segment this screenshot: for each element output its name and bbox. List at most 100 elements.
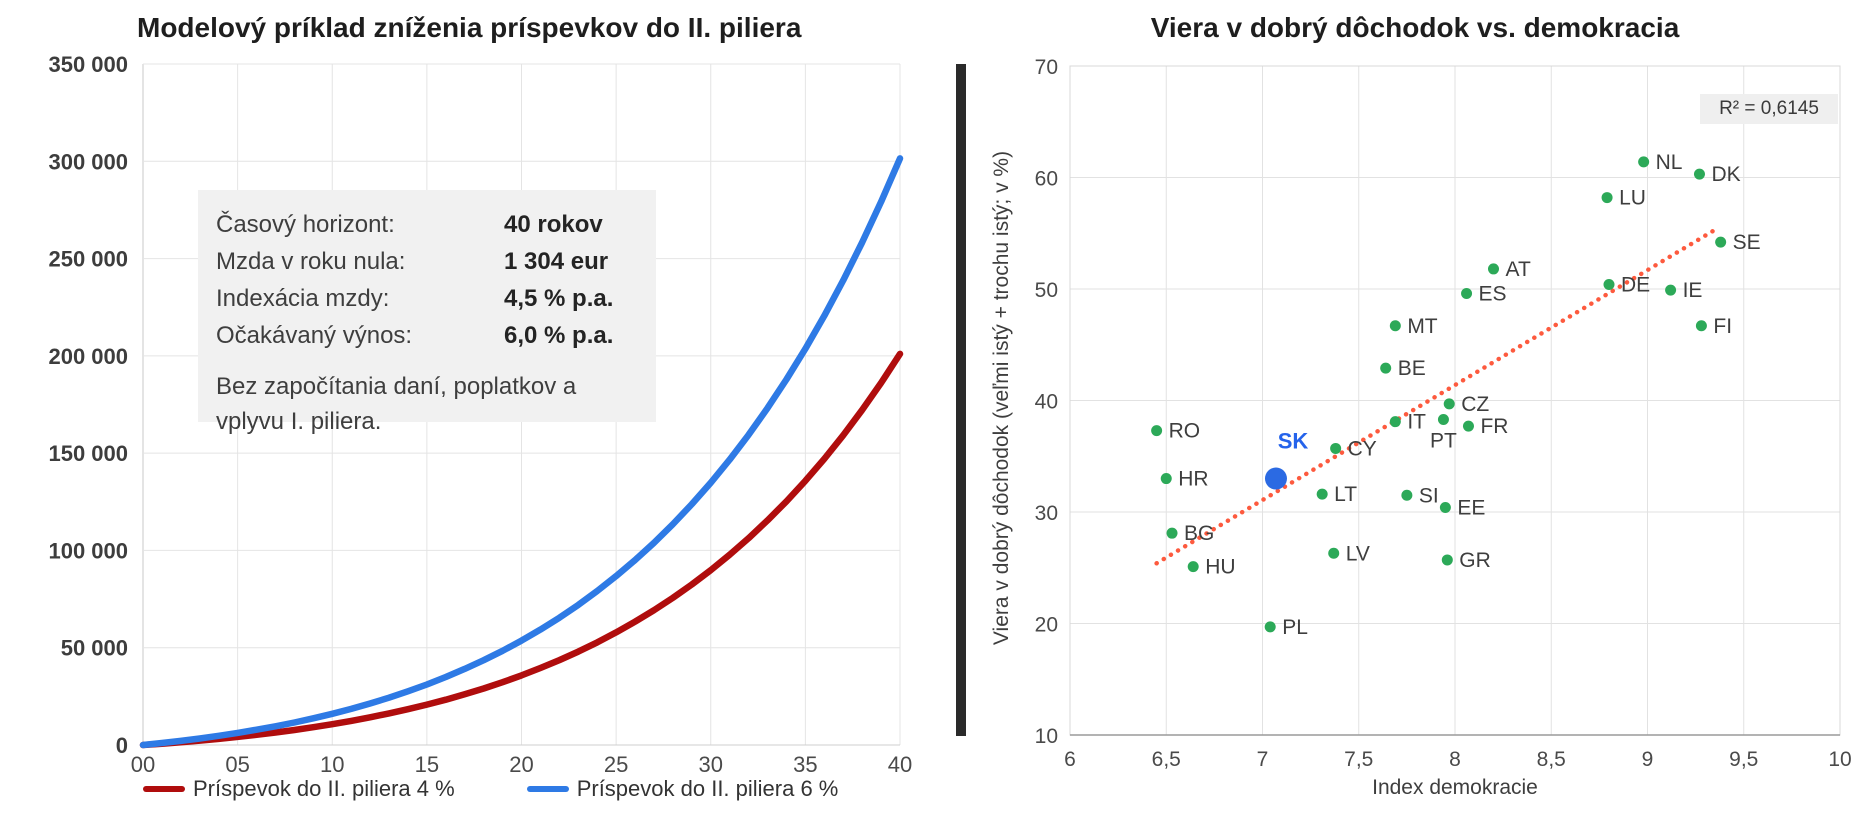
scatter-point-label-DK: DK bbox=[1711, 163, 1740, 186]
scatter-point-label-RO: RO bbox=[1169, 420, 1201, 443]
line-chart-y-tick-label: 100 000 bbox=[48, 538, 128, 563]
line-chart-y-tick-label: 150 000 bbox=[48, 441, 128, 466]
line-chart-x-tick-label: 25 bbox=[604, 752, 628, 777]
legend-label: Príspevok do II. piliera 6 % bbox=[576, 776, 839, 801]
scatter-point-label-IT: IT bbox=[1407, 411, 1426, 434]
line-chart-y-tick-label: 250 000 bbox=[48, 247, 128, 272]
line-chart-x-tick-label: 00 bbox=[131, 752, 155, 777]
scatter-point-label-HR: HR bbox=[1178, 468, 1208, 491]
line-chart-x-tick-label: 05 bbox=[225, 752, 249, 777]
scatter-point-MT[interactable] bbox=[1389, 320, 1401, 332]
scatter-point-EE[interactable] bbox=[1439, 502, 1451, 514]
scatter-point-label-FI: FI bbox=[1713, 315, 1732, 338]
legend-label: Príspevok do II. piliera 4 % bbox=[193, 776, 455, 801]
legend-swatch-red-line bbox=[143, 786, 185, 792]
scatter-point-ES[interactable] bbox=[1461, 287, 1473, 299]
assumption-value: 6,0 % p.a. bbox=[504, 322, 614, 349]
scatter-point-label-GR: GR bbox=[1459, 549, 1491, 572]
scatter-point-IE[interactable] bbox=[1665, 284, 1677, 296]
scatter-point-BE[interactable] bbox=[1380, 362, 1392, 374]
scatter-x-tick-label: 7 bbox=[1257, 748, 1269, 771]
line-chart-y-tick-label: 200 000 bbox=[48, 344, 128, 369]
assumption-value: 40 rokov bbox=[504, 211, 603, 238]
scatter-point-IT[interactable] bbox=[1389, 416, 1401, 428]
assumption-row: Mzda v roku nula: 1 304 eur bbox=[216, 243, 656, 280]
right-chart-title: Viera v dobrý dôchodok vs. demokracia bbox=[1150, 12, 1680, 43]
assumption-row: Očakávaný výnos: 6,0 % p.a. bbox=[216, 317, 656, 354]
scatter-y-tick-label: 50 bbox=[1035, 279, 1058, 302]
scatter-point-CY[interactable] bbox=[1330, 442, 1342, 454]
series-curve-6pct[interactable] bbox=[139, 155, 904, 749]
assumption-value: 4,5 % p.a. bbox=[504, 285, 614, 312]
scatter-y-tick-label: 10 bbox=[1035, 725, 1058, 748]
scatter-point-LV[interactable] bbox=[1328, 547, 1340, 559]
scatter-point-label-BG: BG bbox=[1184, 522, 1214, 545]
assumption-label: Časový horizont: bbox=[216, 211, 395, 238]
scatter-point-label-IE: IE bbox=[1683, 279, 1703, 302]
scatter-y-axis-label: Viera v dobrý dôchodok (veľmi istý + tro… bbox=[990, 150, 1013, 646]
scatter-point-label-DE: DE bbox=[1621, 274, 1650, 297]
scatter-point-FR[interactable] bbox=[1462, 420, 1474, 432]
scatter-point-NL[interactable] bbox=[1638, 156, 1650, 168]
scatter-point-label-LU: LU bbox=[1619, 187, 1646, 210]
legend-item-4pct: Príspevok do II. piliera 4 % bbox=[143, 776, 455, 802]
left-chart-title: Modelový príklad zníženia príspevkov do … bbox=[137, 12, 802, 43]
scatter-point-FI[interactable] bbox=[1695, 320, 1707, 332]
scatter-point-DE[interactable] bbox=[1603, 279, 1615, 291]
scatter-x-tick-label: 9,5 bbox=[1729, 748, 1758, 771]
scatter-x-tick-label: 10 bbox=[1828, 748, 1851, 771]
line-chart-x-tick-label: 35 bbox=[793, 752, 817, 777]
scatter-y-tick-label: 60 bbox=[1035, 168, 1058, 191]
legend-swatch-blue-line bbox=[526, 786, 569, 792]
scatter-point-PL[interactable] bbox=[1264, 621, 1276, 633]
scatter-point-label-SI: SI bbox=[1419, 484, 1439, 507]
scatter-point-label-CY: CY bbox=[1348, 437, 1377, 460]
scatter-point-label-MT: MT bbox=[1407, 315, 1437, 338]
r-squared-badge: R² = 0,6145 bbox=[1700, 94, 1838, 124]
scatter-x-tick-label: 6 bbox=[1064, 748, 1076, 771]
scatter-point-label-NL: NL bbox=[1656, 151, 1683, 174]
series-curve-4pct[interactable] bbox=[139, 350, 904, 749]
scatter-point-RO[interactable] bbox=[1151, 425, 1163, 437]
scatter-point-label-PT: PT bbox=[1430, 429, 1457, 452]
scatter-point-HR[interactable] bbox=[1160, 473, 1172, 485]
scatter-point-LU[interactable] bbox=[1601, 192, 1613, 204]
assumption-row: Indexácia mzdy: 4,5 % p.a. bbox=[216, 280, 656, 317]
scatter-point-SK[interactable] bbox=[1264, 467, 1287, 490]
line-chart-y-tick-label: 300 000 bbox=[48, 149, 128, 174]
scatter-point-label-ES: ES bbox=[1479, 282, 1507, 305]
scatter-x-tick-label: 7,5 bbox=[1344, 748, 1373, 771]
line-chart-y-tick-label: 50 000 bbox=[61, 636, 128, 661]
scatter-y-tick-label: 70 bbox=[1035, 56, 1058, 79]
assumptions-note-line: Bez započítania daní, poplatkov a bbox=[216, 373, 577, 400]
scatter-point-SI[interactable] bbox=[1401, 489, 1413, 501]
assumption-label: Očakávaný výnos: bbox=[216, 322, 413, 349]
scatter-point-SE[interactable] bbox=[1715, 236, 1727, 248]
scatter-point-AT[interactable] bbox=[1488, 263, 1499, 275]
scatter-x-tick-label: 8,5 bbox=[1537, 748, 1566, 771]
scatter-point-PT[interactable] bbox=[1437, 413, 1449, 425]
scatter-point-label-EE: EE bbox=[1457, 497, 1485, 520]
assumptions-box: Časový horizont: 40 rokov Mzda v roku nu… bbox=[198, 190, 656, 435]
line-chart-x-tick-label: 30 bbox=[699, 752, 723, 777]
scatter-point-DK[interactable] bbox=[1693, 168, 1705, 180]
scatter-point-GR[interactable] bbox=[1441, 554, 1453, 566]
scatter-point-HU[interactable] bbox=[1187, 561, 1199, 573]
scatter-x-axis-label: Index demokracie bbox=[1372, 776, 1538, 799]
scatter-point-CZ[interactable] bbox=[1443, 398, 1455, 410]
assumption-label: Mzda v roku nula: bbox=[216, 248, 406, 275]
assumption-value: 1 304 eur bbox=[504, 248, 609, 275]
scatter-point-BG[interactable] bbox=[1166, 527, 1178, 539]
legend-item-6pct: Príspevok do II. piliera 6 % bbox=[526, 776, 839, 802]
scatter-y-tick-label: 30 bbox=[1035, 502, 1058, 525]
assumptions-note-line: vplyvu I. piliera. bbox=[216, 408, 382, 435]
assumption-label: Indexácia mzdy: bbox=[216, 285, 390, 312]
scatter-point-label-AT: AT bbox=[1506, 258, 1531, 281]
scatter-point-LT[interactable] bbox=[1316, 488, 1328, 500]
trendline bbox=[1154, 228, 1716, 566]
line-chart-y-tick-label: 0 bbox=[116, 733, 128, 758]
scatter-point-label-SK: SK bbox=[1278, 429, 1309, 454]
scatter-point-label-BE: BE bbox=[1398, 357, 1426, 380]
